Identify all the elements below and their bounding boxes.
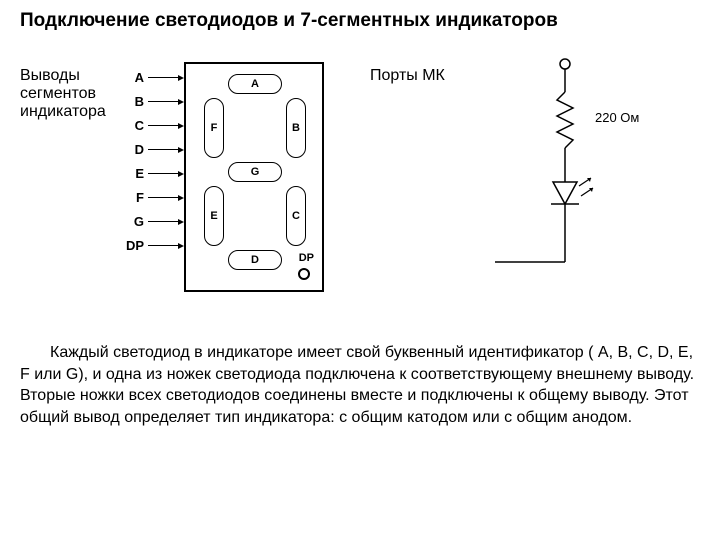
resistor-icon — [557, 92, 573, 148]
pin-line — [148, 197, 178, 198]
led-circuit: 220 Ом — [495, 52, 675, 312]
segment-f: F — [204, 98, 224, 158]
pin-label: E — [130, 166, 144, 181]
pin-label: G — [130, 214, 144, 229]
circuit-svg: 220 Ом — [495, 52, 675, 312]
pins-caption: Выводы сегментов индикатора — [20, 67, 120, 121]
page-title: Подключение светодиодов и 7-сегментных и… — [20, 10, 700, 32]
led-icon — [553, 182, 577, 204]
pin-label: DP — [124, 238, 144, 253]
pin-line — [148, 149, 178, 150]
pin-b: B — [130, 94, 184, 109]
pin-label: D — [130, 142, 144, 157]
dp-circle-icon — [298, 268, 310, 280]
resistor-label: 220 Ом — [595, 110, 639, 125]
segment-e: E — [204, 186, 224, 246]
dp-label: DP — [299, 252, 314, 264]
pin-line — [148, 173, 178, 174]
pin-dp: DP — [130, 238, 184, 253]
pin-label: A — [130, 70, 144, 85]
display-outline: A F B G E C D DP — [184, 62, 324, 292]
seven-segment-diagram: A B C D E F G — [130, 52, 330, 312]
body-paragraph: Каждый светодиод в индикаторе имеет свой… — [20, 342, 700, 428]
pin-line — [148, 101, 178, 102]
pin-line — [148, 221, 178, 222]
segment-a: A — [228, 74, 282, 94]
pin-a: A — [130, 70, 184, 85]
segment-d: D — [228, 250, 282, 270]
pin-label: B — [130, 94, 144, 109]
pin-f: F — [130, 190, 184, 205]
diagram-row: Выводы сегментов индикатора A B C D E — [20, 52, 700, 312]
pin-label: C — [130, 118, 144, 133]
pin-line — [148, 77, 178, 78]
pin-d: D — [130, 142, 184, 157]
terminal-icon — [560, 59, 570, 69]
pin-g: G — [130, 214, 184, 229]
pin-line — [148, 125, 178, 126]
pin-line — [148, 245, 178, 246]
pin-e: E — [130, 166, 184, 181]
pin-c: C — [130, 118, 184, 133]
pin-label: F — [130, 190, 144, 205]
ports-caption: Порты МК — [370, 67, 445, 85]
segment-g: G — [228, 162, 282, 182]
segment-b: B — [286, 98, 306, 158]
segment-c: C — [286, 186, 306, 246]
